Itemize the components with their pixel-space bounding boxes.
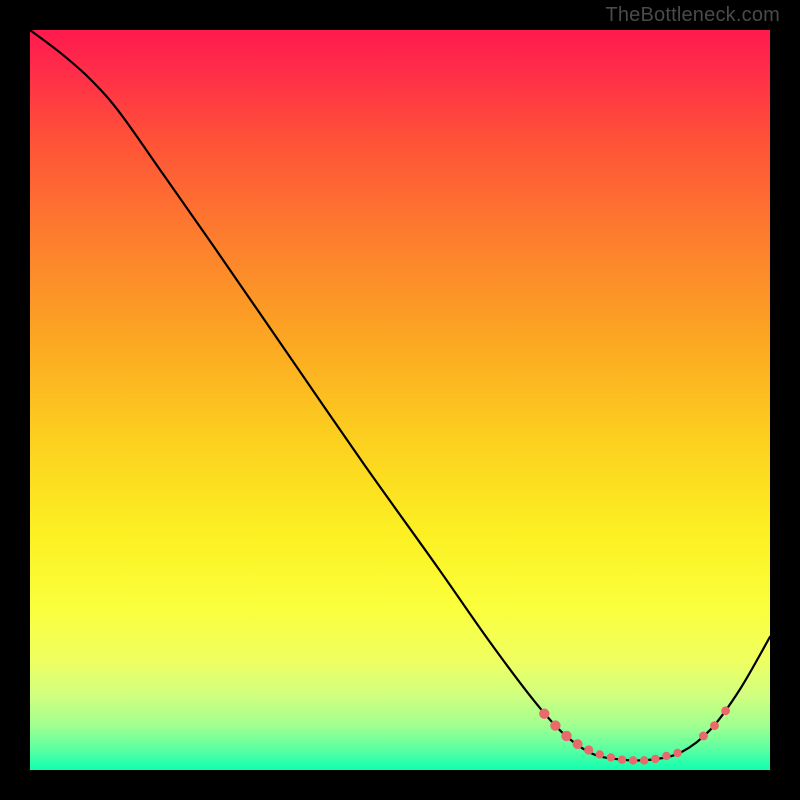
marker-dot bbox=[699, 732, 708, 741]
marker-dot bbox=[539, 709, 549, 719]
marker-dot bbox=[629, 756, 637, 764]
marker-dot bbox=[662, 752, 670, 760]
marker-dot bbox=[710, 721, 719, 730]
bottleneck-chart bbox=[30, 30, 770, 770]
watermark-text: TheBottleneck.com bbox=[605, 4, 780, 27]
marker-dot bbox=[607, 753, 615, 761]
marker-dot bbox=[573, 739, 583, 749]
marker-dot bbox=[673, 749, 681, 757]
marker-dot bbox=[640, 756, 648, 764]
marker-dot bbox=[618, 755, 626, 763]
marker-dot bbox=[561, 731, 571, 741]
marker-dot bbox=[596, 750, 604, 758]
marker-dot bbox=[550, 720, 560, 730]
marker-dot bbox=[584, 745, 593, 754]
chart-plot-area bbox=[30, 30, 770, 770]
marker-dot bbox=[721, 706, 730, 715]
marker-dot bbox=[651, 755, 659, 763]
